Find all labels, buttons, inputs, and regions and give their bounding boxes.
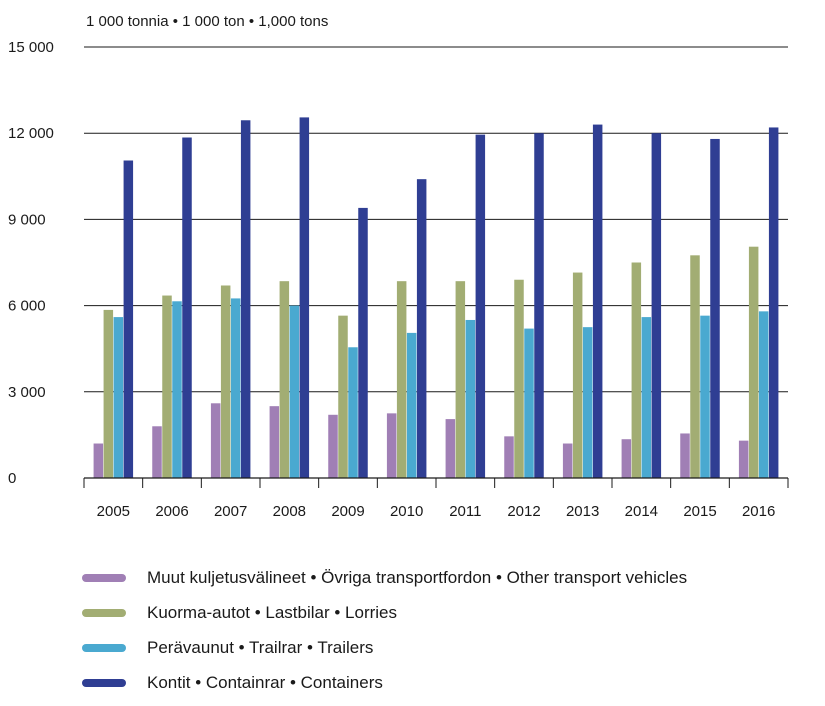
bar — [348, 347, 358, 478]
legend-label: Kuorma-autot • Lastbilar • Lorries — [147, 602, 398, 622]
y-tick-label: 15 000 — [8, 39, 54, 56]
bar — [621, 439, 632, 478]
gridlines — [84, 46, 788, 393]
bar — [279, 281, 290, 478]
x-tick-label: 2011 — [449, 503, 481, 520]
bar — [240, 120, 251, 479]
x-tick-label: 2008 — [273, 503, 306, 520]
legend-swatch — [82, 608, 126, 617]
bar — [514, 279, 524, 478]
bar — [182, 137, 192, 478]
bar — [455, 281, 466, 478]
bar — [445, 419, 456, 478]
bar — [386, 413, 397, 478]
bar — [690, 255, 700, 478]
bar — [680, 433, 690, 478]
x-tick-label: 2013 — [566, 503, 599, 520]
bar — [748, 246, 759, 478]
bar — [738, 440, 749, 478]
x-tick-label: 2005 — [97, 503, 130, 520]
bar — [289, 305, 300, 478]
legend-label: Kontit • Containrar • Containers — [147, 672, 383, 692]
x-tick-label: 2014 — [625, 503, 658, 520]
bar — [572, 272, 583, 478]
bars — [93, 117, 779, 479]
bar — [93, 443, 104, 478]
bar — [269, 406, 280, 478]
legend-swatch — [82, 643, 126, 652]
bar — [396, 281, 407, 478]
bar — [651, 133, 662, 478]
bar — [162, 295, 172, 478]
bar — [416, 179, 427, 478]
legend-item: Kontit • Containrar • Containers — [82, 665, 687, 700]
x-tick-label: 2015 — [683, 503, 716, 520]
bar — [123, 160, 134, 478]
bar — [172, 301, 182, 478]
x-tick-label: 2016 — [742, 503, 775, 520]
legend-swatch — [82, 678, 126, 687]
bar — [220, 285, 231, 478]
bar — [631, 262, 642, 478]
bar — [328, 414, 338, 478]
bar — [152, 426, 162, 478]
bar — [562, 443, 573, 478]
y-tick-label: 3 000 — [8, 384, 46, 401]
bar — [230, 298, 241, 478]
bar — [103, 309, 114, 478]
bar — [710, 138, 720, 479]
bar — [768, 127, 779, 478]
legend-label: Perävaunut • Trailrar • Trailers — [147, 637, 374, 657]
legend-swatch — [82, 573, 126, 582]
unit-label: 1 000 tonnia • 1 000 ton • 1,000 tons — [86, 13, 329, 30]
x-axis: 2005 2006 2007 2008 2009 2010 2011 2012 2013 2014… — [83, 477, 789, 520]
bar — [592, 124, 603, 478]
y-tick-label: 12 000 — [8, 125, 54, 142]
bar — [406, 332, 417, 478]
bar — [475, 134, 486, 479]
bar — [534, 133, 544, 478]
bar — [113, 317, 124, 478]
bar — [641, 317, 652, 478]
bar — [700, 315, 710, 478]
bar — [299, 117, 310, 478]
legend: Muut kuljetusvälineet • Övriga transport… — [82, 560, 687, 700]
bar — [504, 436, 514, 478]
bar — [338, 315, 348, 478]
bar — [524, 328, 534, 478]
x-tick-label: 2012 — [507, 503, 540, 520]
bar — [465, 319, 476, 478]
y-tick-label: 9 000 — [8, 211, 46, 228]
bar — [358, 207, 368, 478]
bar — [210, 403, 221, 478]
bar — [582, 327, 593, 478]
x-tick-label: 2007 — [214, 503, 247, 520]
y-axis-ticks: 0 3 000 6 000 9 000 12 000 15 000 — [8, 39, 54, 487]
legend-item: Muut kuljetusvälineet • Övriga transport… — [82, 560, 687, 595]
y-tick-label: 0 — [8, 470, 16, 487]
legend-label: Muut kuljetusvälineet • Övriga transport… — [147, 567, 688, 587]
legend-item: Kuorma-autot • Lastbilar • Lorries — [82, 595, 687, 630]
y-tick-label: 6 000 — [8, 298, 46, 315]
legend-item: Perävaunut • Trailrar • Trailers — [82, 630, 687, 665]
x-tick-label: 2006 — [155, 503, 188, 520]
x-tick-label: 2010 — [390, 503, 423, 520]
bar — [758, 311, 769, 478]
x-tick-label: 2009 — [331, 503, 364, 520]
